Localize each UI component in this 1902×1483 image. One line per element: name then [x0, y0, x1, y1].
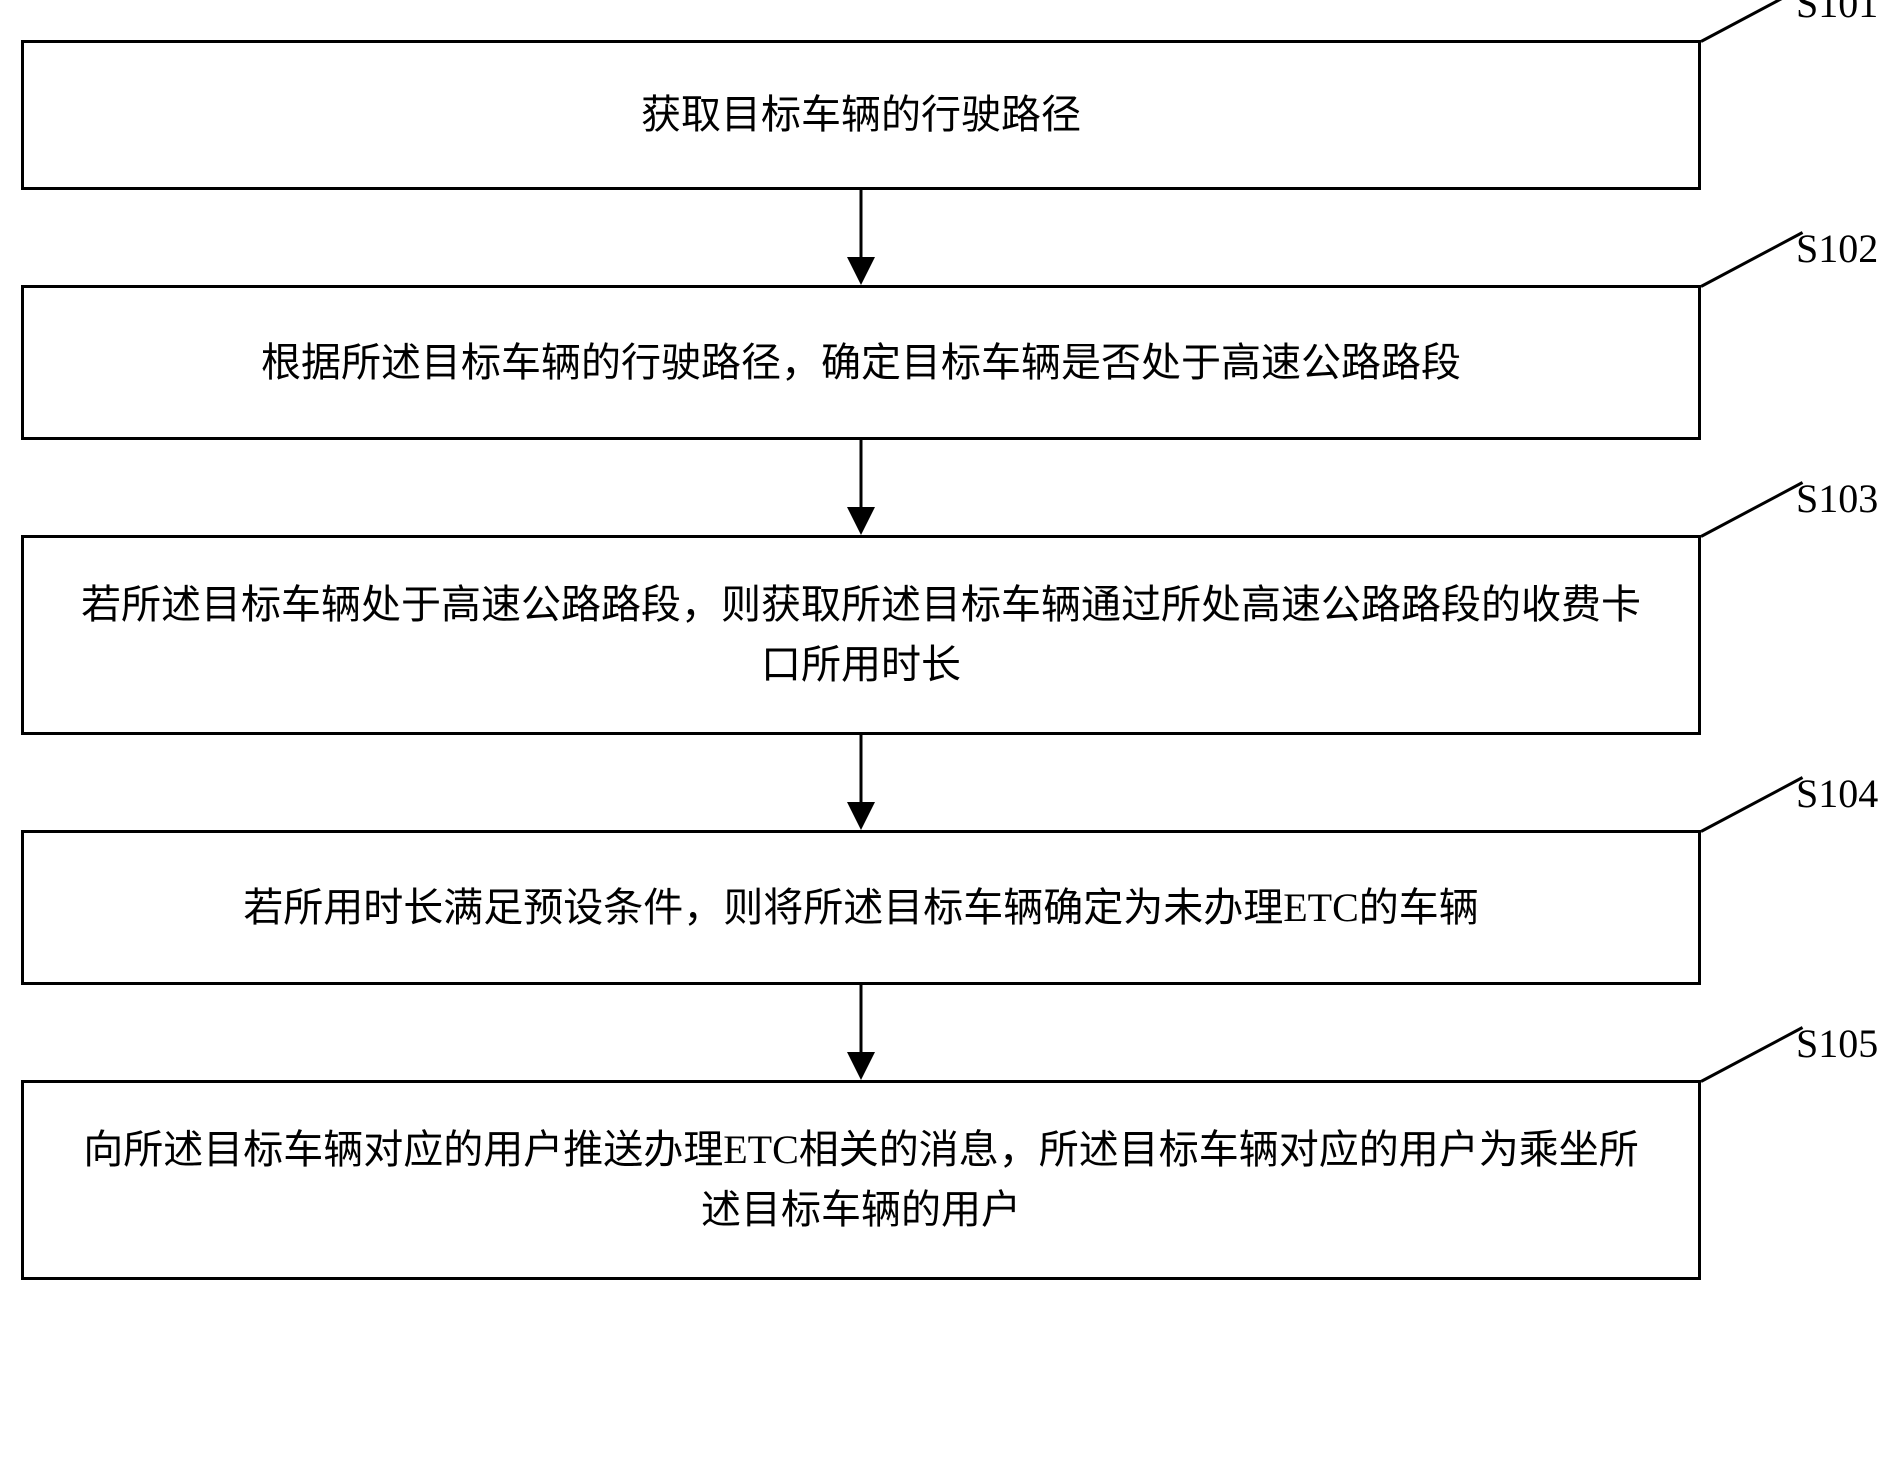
- arrow-line: [860, 440, 863, 511]
- arrow-head-icon: [847, 802, 875, 830]
- arrow-line: [860, 190, 863, 261]
- flow-box: 获取目标车辆的行驶路径: [21, 40, 1701, 190]
- flow-step-S101: 获取目标车辆的行驶路径S101: [21, 40, 1881, 190]
- arrow-head-icon: [847, 257, 875, 285]
- step-label: S103: [1796, 475, 1878, 522]
- flow-box: 若所述目标车辆处于高速公路路段，则获取所述目标车辆通过所处高速公路路段的收费卡口…: [21, 535, 1701, 735]
- arrow-wrap: [21, 735, 1701, 830]
- flow-step-S103: 若所述目标车辆处于高速公路路段，则获取所述目标车辆通过所处高速公路路段的收费卡口…: [21, 535, 1881, 735]
- callout-line: [1700, 231, 1803, 288]
- step-label: S105: [1796, 1020, 1878, 1067]
- step-label: S102: [1796, 225, 1878, 272]
- callout-line: [1700, 481, 1803, 538]
- callout-line: [1700, 776, 1803, 833]
- arrow-head-icon: [847, 1052, 875, 1080]
- arrow-line: [860, 735, 863, 806]
- flow-box: 若所用时长满足预设条件，则将所述目标车辆确定为未办理ETC的车辆: [21, 830, 1701, 985]
- arrow-wrap: [21, 985, 1701, 1080]
- arrow-line: [860, 985, 863, 1056]
- flow-box: 向所述目标车辆对应的用户推送办理ETC相关的消息，所述目标车辆对应的用户为乘坐所…: [21, 1080, 1701, 1280]
- flowchart-container: 获取目标车辆的行驶路径S101 根据所述目标车辆的行驶路径，确定目标车辆是否处于高…: [21, 40, 1881, 1280]
- callout-line: [1700, 0, 1803, 43]
- callout-line: [1700, 1026, 1803, 1083]
- arrow-wrap: [21, 440, 1701, 535]
- flow-step-S104: 若所用时长满足预设条件，则将所述目标车辆确定为未办理ETC的车辆S104: [21, 830, 1881, 985]
- flow-step-S105: 向所述目标车辆对应的用户推送办理ETC相关的消息，所述目标车辆对应的用户为乘坐所…: [21, 1080, 1881, 1280]
- flow-box: 根据所述目标车辆的行驶路径，确定目标车辆是否处于高速公路路段: [21, 285, 1701, 440]
- flow-step-S102: 根据所述目标车辆的行驶路径，确定目标车辆是否处于高速公路路段S102: [21, 285, 1881, 440]
- step-label: S104: [1796, 770, 1878, 817]
- step-label: S101: [1796, 0, 1878, 27]
- arrow-head-icon: [847, 507, 875, 535]
- arrow-wrap: [21, 190, 1701, 285]
